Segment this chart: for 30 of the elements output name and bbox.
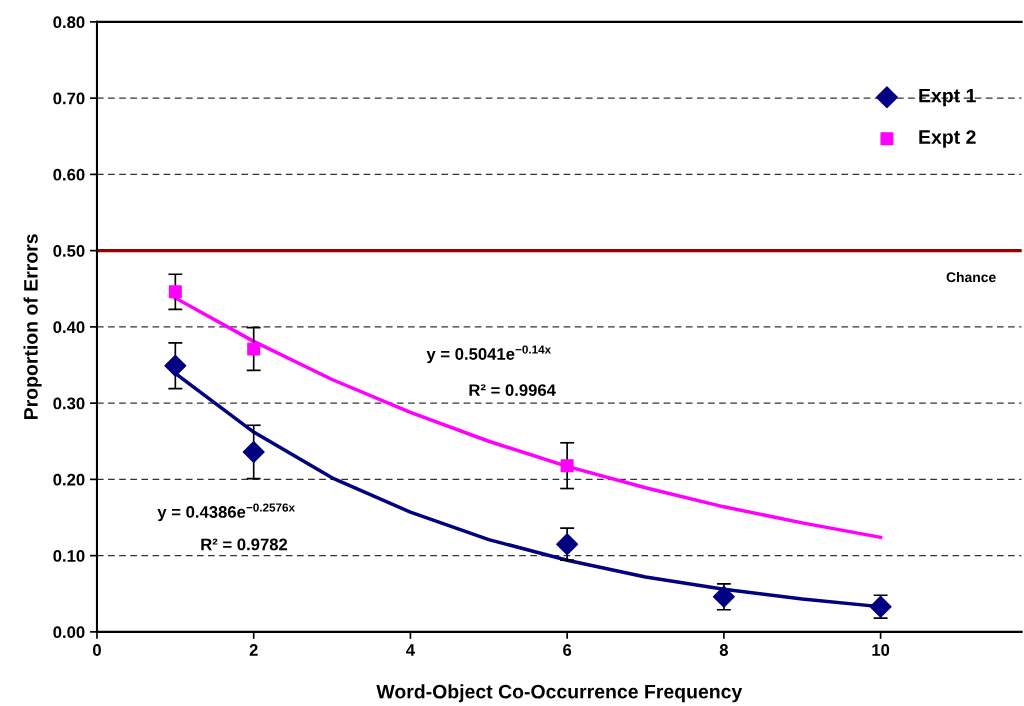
point bbox=[168, 285, 182, 299]
y-tick-label: 0.40 bbox=[53, 321, 85, 334]
y-tick-label: 0.20 bbox=[53, 473, 85, 486]
x-tick-label: 8 bbox=[719, 644, 728, 656]
y-tick-label: 0.00 bbox=[53, 626, 85, 639]
annotation: R² = 0.9782 bbox=[201, 538, 288, 551]
annotation: y = 0.5041e$^{−0.14x}$ bbox=[426, 345, 552, 364]
y-tick-label: 0.50 bbox=[53, 245, 85, 257]
x-tick-label: 0 bbox=[93, 644, 101, 656]
legend-label: Expt 2 bbox=[919, 130, 976, 148]
point bbox=[242, 440, 265, 463]
x-tick-label: 2 bbox=[249, 644, 258, 656]
legend-label: Expt 1 bbox=[919, 88, 976, 107]
y-tick-label: 0.30 bbox=[53, 397, 85, 410]
y-tick-label: 0.60 bbox=[53, 168, 85, 181]
x-tick-label: 4 bbox=[406, 644, 415, 656]
y-tick-label: 0.70 bbox=[53, 92, 85, 105]
x-axis-title: Word-Object Co-Occurrence Frequency bbox=[376, 684, 743, 703]
annotation: y = 0.4386e$^{−0.2576x}$ bbox=[157, 503, 295, 522]
point bbox=[247, 342, 261, 356]
x-tick-label: 10 bbox=[872, 644, 890, 656]
y-tick-label: 0.10 bbox=[53, 550, 85, 562]
ref-line-label: Chance bbox=[946, 271, 996, 283]
y-axis-title: Proportion of Errors bbox=[23, 234, 42, 420]
y-tick-label: 0.80 bbox=[53, 16, 85, 29]
point bbox=[556, 533, 579, 556]
annotation: R² = 0.9964 bbox=[469, 384, 556, 397]
x-tick-label: 6 bbox=[563, 644, 572, 656]
point bbox=[560, 459, 574, 473]
point bbox=[164, 354, 187, 377]
